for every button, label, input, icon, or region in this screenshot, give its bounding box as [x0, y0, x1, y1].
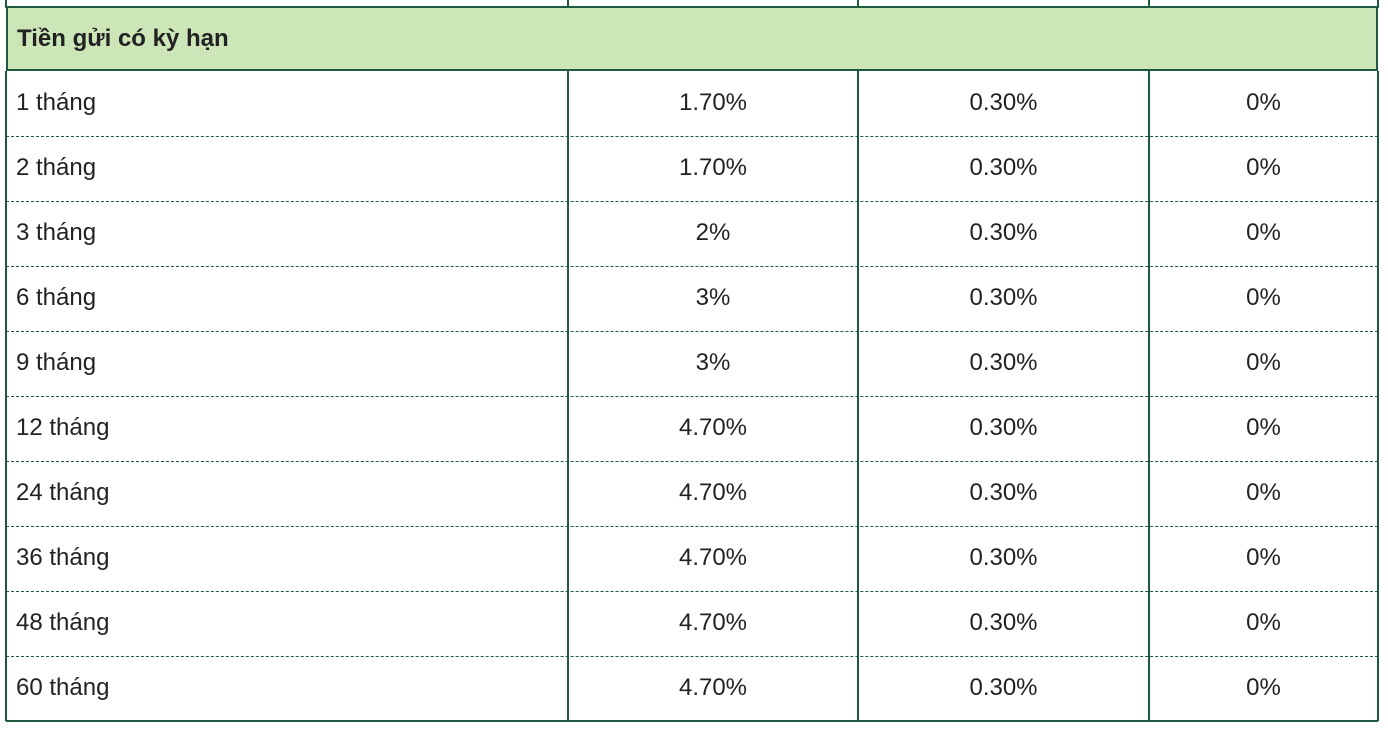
row-divider	[6, 461, 1378, 462]
row-divider	[6, 266, 1378, 267]
term-label: 12 tháng	[16, 414, 110, 441]
row-divider	[6, 331, 1378, 332]
row-divider	[6, 396, 1378, 397]
rate-cell: 0%	[1246, 154, 1281, 181]
rate-cell: 0%	[1246, 284, 1281, 311]
border	[567, 0, 569, 8]
rate-cell: 0.30%	[969, 284, 1038, 311]
rate-cell: 0%	[1246, 674, 1281, 701]
rate-cell: 0%	[1246, 544, 1281, 571]
section-header: Tiền gửi có kỳ hạn	[6, 6, 1378, 71]
rate-cell: 4.70%	[678, 674, 748, 701]
border	[5, 0, 7, 8]
border	[1377, 0, 1379, 8]
term-label: 60 tháng	[16, 674, 110, 701]
border	[1148, 0, 1150, 8]
rate-cell: 3%	[695, 349, 731, 376]
rate-cell: 0.30%	[969, 609, 1038, 636]
term-label: 48 tháng	[16, 609, 110, 636]
rate-cell: 0.30%	[969, 414, 1038, 441]
rate-cell: 0.30%	[969, 154, 1038, 181]
rate-cell: 0.30%	[969, 479, 1038, 506]
term-label: 3 tháng	[16, 219, 97, 246]
rate-cell: 0%	[1246, 89, 1281, 116]
row-divider	[6, 201, 1378, 202]
term-label: 24 tháng	[16, 479, 110, 506]
rate-cell: 0.30%	[969, 349, 1038, 376]
border	[857, 0, 859, 8]
rate-cell: 0.30%	[969, 89, 1038, 116]
column-border	[1377, 71, 1379, 721]
term-label: 2 tháng	[16, 154, 97, 181]
rate-cell: 0%	[1246, 609, 1281, 636]
term-label: 36 tháng	[16, 544, 110, 571]
term-label: 9 tháng	[16, 349, 97, 376]
rate-cell: 4.70%	[678, 414, 748, 441]
rate-cell: 0%	[1246, 349, 1281, 376]
bottom-border	[6, 720, 1378, 722]
term-label: 1 tháng	[16, 89, 97, 116]
rate-cell: 3%	[695, 284, 731, 311]
rate-cell: 4.70%	[678, 544, 748, 571]
row-divider	[6, 656, 1378, 657]
rate-cell: 1.70%	[678, 154, 748, 181]
rate-cell: 2%	[695, 219, 731, 246]
rate-cell: 0.30%	[969, 544, 1038, 571]
rate-cell: 4.70%	[678, 609, 748, 636]
rate-cell: 4.70%	[678, 479, 748, 506]
rate-cell: 0.30%	[969, 674, 1038, 701]
rate-cell: 0.30%	[969, 219, 1038, 246]
rate-cell: 0%	[1246, 479, 1281, 506]
rate-cell: 0%	[1246, 414, 1281, 441]
row-divider	[6, 591, 1378, 592]
rate-cell: 1.70%	[678, 89, 748, 116]
row-divider	[6, 526, 1378, 527]
rate-cell: 0%	[1246, 219, 1281, 246]
row-divider	[6, 136, 1378, 137]
term-label: 6 tháng	[16, 284, 97, 311]
